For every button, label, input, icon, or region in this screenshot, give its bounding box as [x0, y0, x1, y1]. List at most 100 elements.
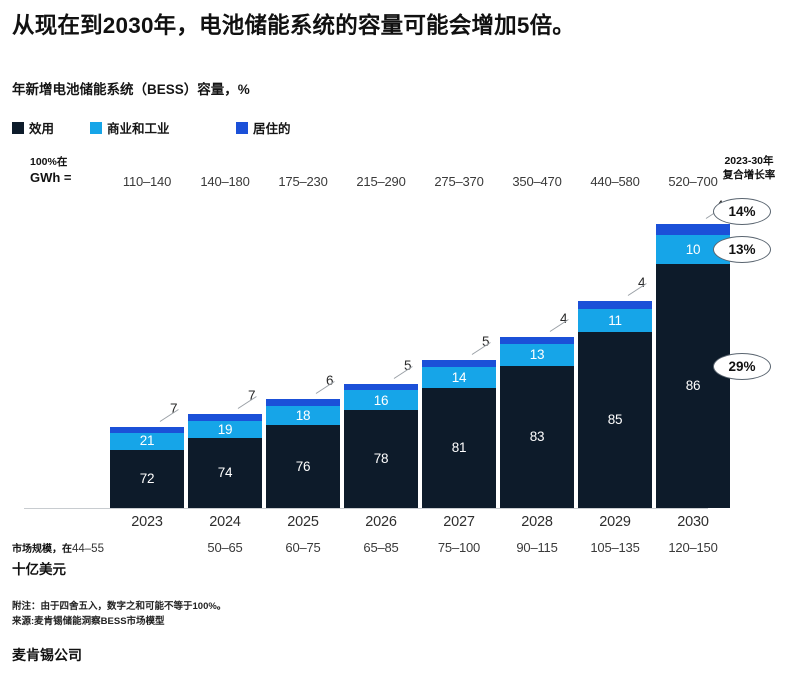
bar-segment-commercial-2026[interactable]: 16: [344, 390, 418, 411]
segment-value: 83: [529, 429, 545, 445]
x-axis-label-2024: 2024: [209, 514, 241, 530]
bar-segment-commercial-2023[interactable]: 21: [110, 432, 184, 450]
chart-subtitle: 年新增电池储能系统（BESS）容量，%: [12, 82, 250, 97]
residential-leader-line-2025: [315, 381, 335, 394]
residential-callout-2029: 4: [638, 275, 646, 290]
bar-segment-residential-2024[interactable]: 7: [188, 414, 262, 421]
bar-segment-utility-2030[interactable]: 86: [656, 263, 730, 508]
legend-item-1[interactable]: 效用: [12, 118, 54, 137]
market-size-label-line2: 十亿美元: [12, 562, 66, 577]
segment-value: 11: [608, 312, 622, 328]
market-size-value-2029: 105–135: [590, 540, 640, 555]
bar-segment-utility-2024[interactable]: 74: [188, 438, 262, 508]
residential-callout-2023: 7: [170, 401, 178, 416]
bar-segment-commercial-2027[interactable]: 14: [422, 367, 496, 389]
market-size-row: 市场规模，在44–55 十亿美元 50–65 60–75 65–85 75–100 90…: [0, 536, 800, 582]
gwh-value-2030: 520–700: [668, 174, 718, 189]
cagr-badge-1[interactable]: 14%: [713, 198, 771, 225]
bar-2028[interactable]: 4 13 83: [500, 337, 574, 508]
cagr-badge-value: 29%: [728, 359, 756, 374]
bar-segment-residential-2026[interactable]: 5: [344, 384, 418, 391]
gwh-value-2026: 215–290: [356, 174, 406, 189]
bar-segment-utility-2027[interactable]: 81: [422, 388, 496, 508]
x-axis-label-2027: 2027: [443, 514, 475, 530]
footnotes: 附注：由于四舍五入，数字之和可能不等于100%。 来源:麦肯锡储能洞察BESS市…: [12, 600, 512, 629]
residential-callout-2030: 4: [716, 198, 724, 213]
segment-value: 72: [139, 471, 155, 487]
gwh-row-label: 100%在 GWh =: [30, 155, 110, 187]
chart-legend: 效用 商业和工业 居住的: [12, 118, 612, 138]
gwh-value-2024: 140–180: [200, 174, 250, 189]
residential-callout-2024: 7: [248, 388, 256, 403]
bar-segment-residential-2025[interactable]: 6: [266, 399, 340, 406]
gwh-value-2023: 110–140: [122, 174, 172, 189]
segment-value: 16: [373, 392, 389, 408]
residential-leader-line-2027: [471, 342, 491, 355]
bar-segment-utility-2028[interactable]: 83: [500, 366, 574, 508]
residential-leader-line-2023: [159, 409, 179, 422]
residential-leader-line-2024: [237, 396, 257, 409]
x-axis-label-2025: 2025: [287, 514, 319, 530]
gwh-row-label-line2: GWh =: [30, 170, 72, 186]
segment-value: 21: [139, 433, 155, 449]
cagr-badge-3[interactable]: 29%: [713, 353, 771, 380]
x-axis-baseline: [24, 508, 708, 509]
market-size-label: 市场规模，在44–55 十亿美元: [12, 536, 212, 580]
legend-swatch-residential: [236, 121, 248, 134]
residential-leader-line-2030: [705, 206, 725, 219]
cagr-column-header: 2023-30年 复合增长率: [706, 155, 792, 182]
legend-item-label: 效用: [29, 122, 55, 136]
x-axis-label-2026: 2026: [365, 514, 397, 530]
bar-2030[interactable]: 4 10 86: [656, 224, 730, 508]
residential-callout-2025: 6: [326, 373, 334, 388]
market-size-value-2030: 120–150: [668, 540, 718, 555]
bar-segment-commercial-2029[interactable]: 11: [578, 309, 652, 333]
segment-value: 76: [295, 458, 311, 474]
legend-item-2[interactable]: 商业和工业: [90, 118, 170, 137]
market-size-value-2023: 44–55: [72, 543, 104, 555]
legend-swatch-utility: [12, 121, 24, 134]
segment-value: 86: [685, 378, 701, 394]
segment-value: 74: [217, 465, 233, 481]
segment-value: 10: [685, 241, 701, 257]
market-size-value-2026: 65–85: [363, 540, 399, 555]
bar-segment-utility-2026[interactable]: 78: [344, 410, 418, 508]
bar-2025[interactable]: 618 76: [266, 399, 340, 508]
segment-value: 85: [607, 412, 623, 428]
residential-callout-2028: 4: [560, 311, 568, 326]
residential-leader-line-2029: [627, 283, 647, 296]
bar-segment-residential-2027[interactable]: 5: [422, 360, 496, 368]
bar-segment-commercial-2025[interactable]: 18: [266, 405, 340, 426]
x-axis-label-2023: 2023: [131, 514, 163, 530]
legend-item-3[interactable]: 居住的: [236, 118, 291, 137]
residential-leader-line-2026: [393, 366, 413, 379]
market-size-value-2024: 50–65: [207, 540, 243, 555]
bar-segment-residential-2028[interactable]: 4: [500, 337, 574, 344]
bar-2024[interactable]: 719 74: [188, 414, 262, 508]
market-size-value-2028: 90–115: [516, 540, 558, 555]
cagr-badge-2[interactable]: 13%: [713, 236, 771, 263]
x-axis-label-2029: 2029: [599, 514, 631, 530]
bar-segment-residential-2030[interactable]: 4: [656, 224, 730, 236]
bar-2029[interactable]: 4 11 85: [578, 301, 652, 508]
segment-value: 14: [451, 370, 467, 385]
residential-callout-2026: 5: [404, 358, 412, 373]
bar-segment-commercial-2030[interactable]: 10: [656, 235, 730, 264]
market-size-label-line1: 市场规模，在44–55: [12, 543, 104, 555]
bar-segment-utility-2025[interactable]: 76: [266, 425, 340, 508]
bar-2023[interactable]: 721 72: [110, 427, 184, 508]
legend-item-label: 商业和工业: [107, 122, 170, 136]
bar-segment-commercial-2024[interactable]: 19: [188, 420, 262, 439]
bar-2027[interactable]: 5 14 81: [422, 360, 496, 508]
gwh-value-2025: 175–230: [278, 174, 328, 189]
bar-segment-residential-2029[interactable]: 4: [578, 301, 652, 310]
bar-2026[interactable]: 516 78: [344, 384, 418, 508]
bar-segment-residential-2023[interactable]: 7: [110, 427, 184, 433]
bar-segment-commercial-2028[interactable]: 13: [500, 343, 574, 367]
footnote-note: 附注：由于四舍五入，数字之和可能不等于100%。: [12, 601, 227, 612]
cagr-badge-value: 14%: [728, 204, 756, 219]
legend-item-label: 居住的: [253, 122, 291, 136]
gwh-value-2029: 440–580: [590, 174, 640, 189]
bar-segment-utility-2023[interactable]: 72: [110, 449, 184, 508]
bar-segment-utility-2029[interactable]: 85: [578, 332, 652, 508]
